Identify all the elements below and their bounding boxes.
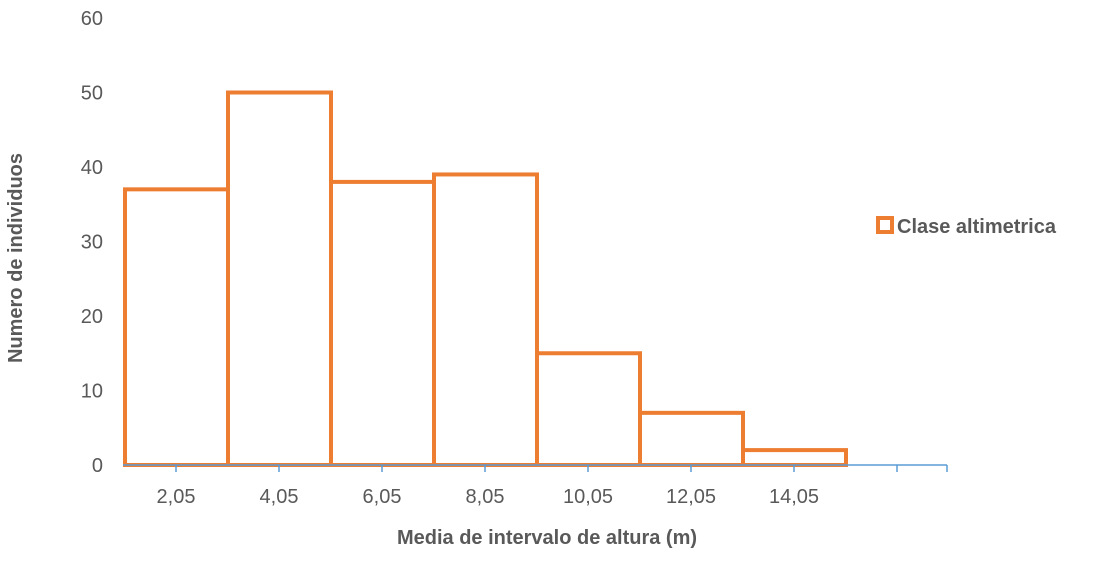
y-tick-label: 30	[81, 232, 103, 254]
bar	[123, 187, 230, 467]
x-tick-label: 4,05	[260, 486, 299, 508]
x-axis-ticks: 2,05 4,05 6,05 8,05 10,05 12,05 14,05	[157, 486, 820, 508]
x-tick-label: 14,05	[769, 486, 819, 508]
legend-label: Clase altimetrica	[897, 216, 1057, 238]
bars-group	[123, 90, 848, 468]
y-axis-ticks: 0 10 20 30 40 50 60	[81, 8, 103, 477]
x-tick-label: 10,05	[563, 486, 613, 508]
y-tick-label: 60	[81, 8, 103, 30]
bar	[741, 448, 848, 468]
legend-swatch	[876, 216, 894, 234]
y-tick-label: 40	[81, 157, 103, 179]
y-tick-label: 0	[92, 455, 103, 477]
legend: Clase altimetrica	[876, 216, 1057, 238]
bar	[638, 410, 745, 468]
bar	[329, 179, 436, 467]
bar	[535, 351, 642, 467]
y-tick-label: 50	[81, 83, 103, 105]
y-tick-label: 20	[81, 306, 103, 328]
x-tick-label: 8,05	[466, 486, 505, 508]
x-axis-title: Media de intervalo de altura (m)	[397, 527, 697, 549]
x-tick-label: 2,05	[157, 486, 196, 508]
y-axis-title: Numero de individuos	[5, 153, 27, 363]
x-axis	[123, 464, 948, 472]
y-tick-label: 10	[81, 381, 103, 403]
bar	[432, 172, 539, 467]
bar	[226, 90, 333, 467]
x-tick-label: 6,05	[363, 486, 402, 508]
x-tick-label: 12,05	[666, 486, 716, 508]
